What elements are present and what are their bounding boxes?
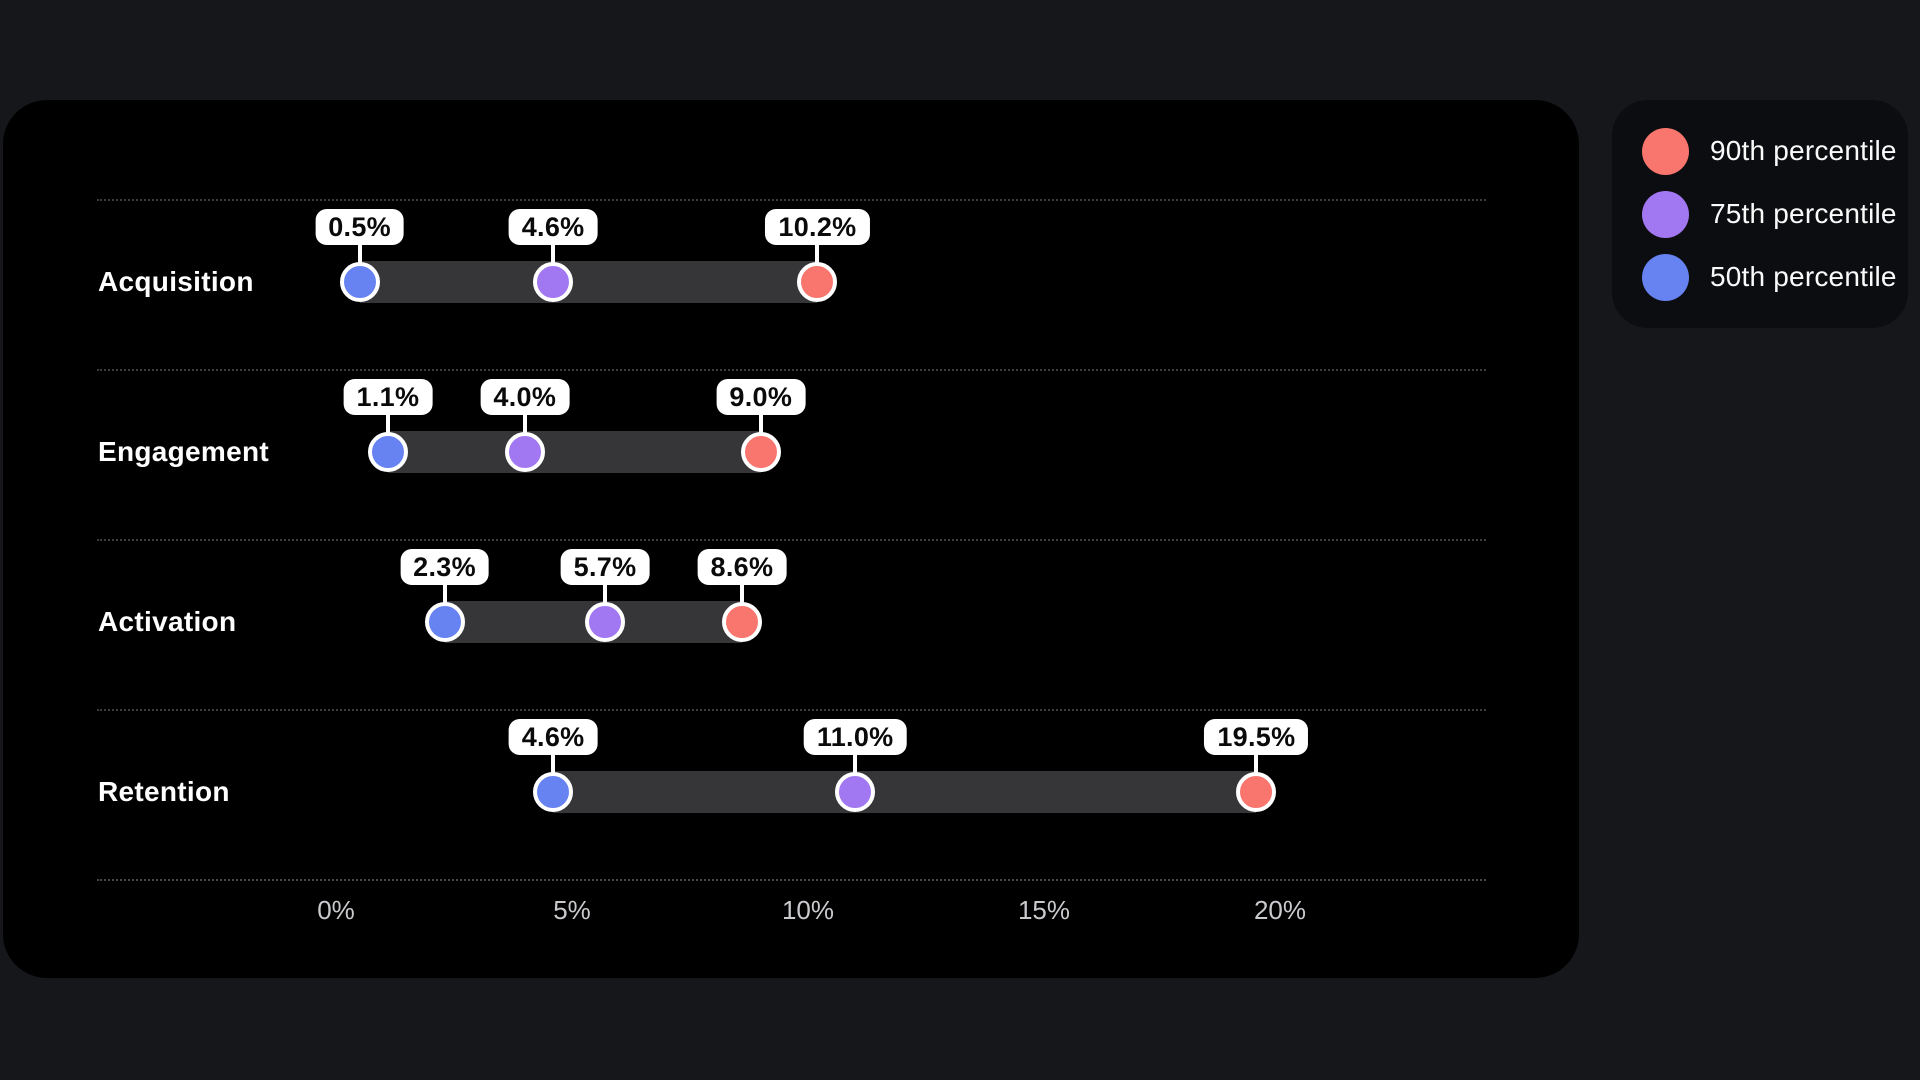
value-callout-stem xyxy=(357,240,362,266)
percentile-dot-90th xyxy=(1236,772,1277,812)
value-callout: 11.0% xyxy=(803,719,907,755)
value-callout-stem xyxy=(385,410,390,436)
value-callout: 19.5% xyxy=(1204,719,1309,755)
value-callout: 4.6% xyxy=(508,209,598,245)
category-label: Engagement xyxy=(98,436,270,467)
legend-swatch-icon xyxy=(1642,253,1689,301)
x-axis-tick-label: 5% xyxy=(553,895,591,925)
legend-swatch-icon xyxy=(1642,127,1689,175)
value-callout-stem xyxy=(551,240,556,266)
chart-card: Acquisition 0.5% 4.6% 10.2% Engagement 1.1% 4.… xyxy=(3,100,1579,978)
row-separator xyxy=(97,539,1486,541)
legend-item: 50th percentile xyxy=(1642,253,1908,301)
legend-item-label: 90th percentile xyxy=(1710,135,1897,166)
x-axis-tick-label: 10% xyxy=(781,895,835,925)
value-callout: 1.1% xyxy=(343,379,433,415)
percentile-range-bar xyxy=(359,261,818,303)
legend-swatch-icon xyxy=(1642,190,1689,238)
value-callout: 0.5% xyxy=(315,209,404,245)
value-callout: 5.7% xyxy=(560,549,650,585)
x-axis-line xyxy=(97,879,1486,881)
value-callout: 9.0% xyxy=(716,379,806,415)
category-label: Activation xyxy=(98,606,237,637)
percentile-dot-50th xyxy=(339,262,380,302)
legend: 90th percentile 75th percentile 50th perce… xyxy=(1612,100,1908,328)
value-callout-stem xyxy=(853,750,858,776)
percentile-dot-75th xyxy=(835,772,876,812)
percentile-dot-75th xyxy=(504,432,545,472)
value-callout-stem xyxy=(739,580,744,606)
value-callout-stem xyxy=(603,580,608,606)
legend-item: 90th percentile xyxy=(1642,127,1908,175)
category-label: Retention xyxy=(98,776,230,807)
value-callout: 2.3% xyxy=(400,549,489,585)
row-separator xyxy=(97,369,1486,371)
x-axis-tick-label: 20% xyxy=(1253,895,1307,925)
x-axis-tick-label: 15% xyxy=(1017,895,1071,925)
percentile-dot-75th xyxy=(585,602,626,642)
percentile-dot-50th xyxy=(533,772,574,812)
percentile-dot-50th xyxy=(367,432,408,472)
legend-item: 75th percentile xyxy=(1642,190,1908,238)
x-axis-tick-label: 0% xyxy=(317,895,355,925)
row-separator xyxy=(97,199,1486,201)
percentile-dot-90th xyxy=(740,432,781,472)
legend-item-label: 50th percentile xyxy=(1710,261,1897,292)
value-callout: 4.0% xyxy=(480,379,570,415)
percentile-range-bar xyxy=(553,771,1257,813)
value-callout-stem xyxy=(758,410,763,436)
value-callout-stem xyxy=(815,240,820,266)
legend-item-label: 75th percentile xyxy=(1710,198,1897,229)
percentile-dot-90th xyxy=(721,602,762,642)
value-callout-stem xyxy=(522,410,527,436)
percentile-dot-75th xyxy=(533,262,574,302)
percentile-dot-90th xyxy=(797,262,838,302)
value-callout: 4.6% xyxy=(508,719,598,755)
percentile-range-bar xyxy=(387,431,761,473)
value-callout: 8.6% xyxy=(697,549,787,585)
value-callout: 10.2% xyxy=(765,209,870,245)
row-separator xyxy=(97,709,1486,711)
value-callout-stem xyxy=(1254,750,1259,776)
value-callout-stem xyxy=(442,580,447,606)
percentile-dot-50th xyxy=(424,602,465,642)
value-callout-stem xyxy=(551,750,556,776)
category-label: Acquisition xyxy=(98,266,254,297)
